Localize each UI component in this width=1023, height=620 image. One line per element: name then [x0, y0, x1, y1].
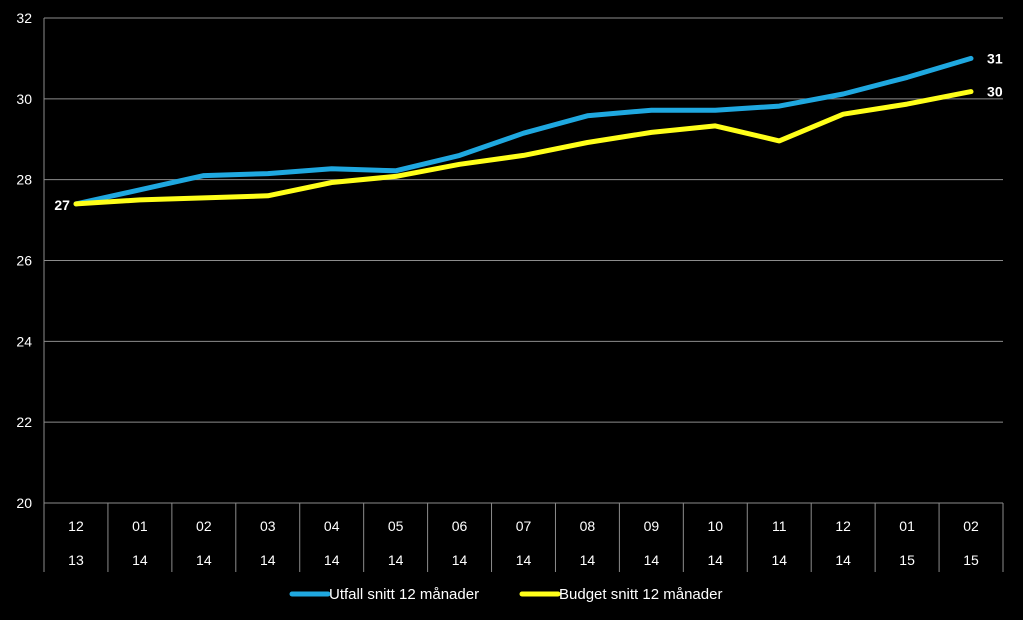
data-point: [649, 108, 653, 112]
data-point: [522, 153, 525, 157]
data-point: [841, 92, 845, 96]
series-lines: [73, 55, 974, 207]
x-tick-label-year: 14: [324, 552, 340, 568]
x-tick-label-year: 14: [708, 552, 724, 568]
end-value-label: 30: [987, 84, 1003, 100]
legend-label: Utfall snitt 12 månader: [329, 586, 479, 603]
x-tick-label-year: 14: [388, 552, 404, 568]
legend-label: Budget snitt 12 månader: [559, 586, 722, 603]
data-point: [330, 180, 334, 184]
x-tick-label-month: 04: [324, 518, 340, 534]
x-tick-label-month: 03: [260, 518, 276, 534]
data-point: [905, 75, 909, 79]
x-tick-label-year: 14: [452, 552, 468, 568]
data-point: [777, 104, 781, 108]
x-tick-label-month: 10: [708, 518, 724, 534]
y-tick-label: 24: [16, 333, 32, 349]
data-point: [585, 114, 589, 118]
gridlines: [44, 17, 1003, 504]
data-point: [522, 131, 525, 135]
data-point: [74, 202, 78, 206]
x-tick-label-year: 14: [196, 552, 212, 568]
data-point: [138, 188, 142, 192]
x-tick-label-year: 14: [516, 552, 532, 568]
series-line-2: [73, 89, 974, 207]
data-point: [458, 162, 462, 166]
x-axis-table: 12 13 01 14 02 14 03 14 04 14 05 14 06 14 07 14 08 14 09 14…: [43, 503, 1004, 572]
data-point: [394, 174, 398, 178]
data-point: [713, 108, 717, 112]
x-tick-label-year: 14: [260, 552, 276, 568]
x-tick-label-year: 14: [835, 552, 851, 568]
x-tick-label-year: 14: [580, 552, 596, 568]
y-tick-label: 20: [16, 495, 32, 511]
data-point: [394, 169, 398, 173]
data-point: [266, 172, 270, 176]
y-tick-label: 22: [16, 414, 32, 430]
x-tick-label-year: 15: [899, 552, 915, 568]
data-point: [905, 102, 909, 106]
y-tick-label: 26: [16, 253, 32, 269]
data-point: [202, 174, 206, 178]
y-tick-label: 28: [16, 172, 32, 188]
x-tick-label-month: 01: [132, 518, 148, 534]
data-point: [138, 198, 142, 202]
data-point: [585, 140, 589, 144]
data-labels: 31 30 27: [54, 50, 1002, 213]
data-point: [777, 139, 781, 143]
x-tick-label-month: 01: [899, 518, 915, 534]
data-point: [649, 130, 653, 134]
x-tick-label-month: 11: [772, 518, 787, 534]
x-tick-label-month: 07: [516, 518, 532, 534]
x-tick-label-month: 08: [580, 518, 596, 534]
x-tick-label-year: 14: [644, 552, 660, 568]
x-tick-label-month: 12: [835, 518, 851, 534]
y-axis: 20 22 24 26 28 30 32: [16, 10, 45, 511]
x-tick-label-year: 15: [963, 552, 979, 568]
legend: Utfall snitt 12 månader Budget snitt 12 m…: [289, 586, 722, 603]
end-value-label: 31: [987, 50, 1003, 66]
data-point: [969, 90, 973, 94]
data-point: [841, 112, 845, 116]
data-point: [969, 56, 973, 60]
x-tick-label-month: 02: [963, 518, 979, 534]
start-value-label: 27: [54, 197, 70, 213]
x-tick-label-year: 14: [132, 552, 148, 568]
data-point: [266, 194, 270, 198]
x-tick-label-year: 13: [68, 552, 84, 568]
series-line-1: [73, 55, 974, 207]
x-tick-label-month: 09: [644, 518, 660, 534]
data-point: [202, 196, 206, 200]
x-tick-label-year: 14: [771, 552, 787, 568]
y-tick-label: 30: [16, 91, 32, 107]
data-point: [330, 167, 334, 171]
x-tick-label-month: 02: [196, 518, 212, 534]
x-tick-label-month: 12: [68, 518, 84, 534]
x-tick-label-month: 06: [452, 518, 468, 534]
data-point: [458, 153, 462, 157]
data-point: [713, 124, 717, 128]
x-tick-label-month: 05: [388, 518, 404, 534]
y-tick-label: 32: [16, 10, 32, 26]
